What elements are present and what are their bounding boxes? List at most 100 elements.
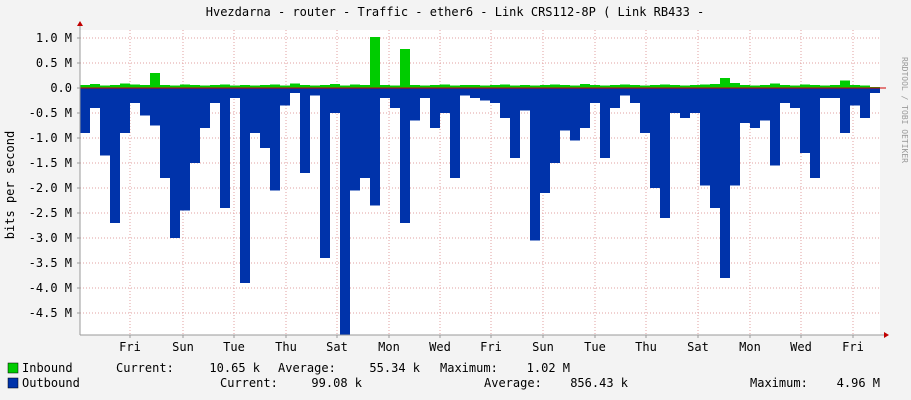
bar <box>510 88 520 158</box>
bar <box>400 88 410 223</box>
bar <box>570 85 580 88</box>
bar <box>170 88 180 238</box>
bar <box>160 85 170 88</box>
legend-stat-label: Maximum: <box>440 361 498 375</box>
y-tick-label: -3.0 M <box>29 231 72 245</box>
bar <box>150 73 160 88</box>
bar <box>110 88 120 223</box>
bar <box>570 88 580 141</box>
bar <box>640 88 650 133</box>
bar <box>580 84 590 88</box>
bar <box>210 88 220 103</box>
x-tick-label: Sat <box>326 340 348 354</box>
y-tick-label: -1.0 M <box>29 131 72 145</box>
x-tick-label: Sun <box>532 340 554 354</box>
bar <box>370 37 380 88</box>
bar <box>330 88 340 113</box>
legend-stat-label: Average: <box>484 376 542 390</box>
bar <box>700 88 710 186</box>
bar <box>180 88 190 211</box>
legend-stat-label: Current: <box>116 361 174 375</box>
x-tick-label: Mon <box>378 340 400 354</box>
bar <box>190 85 200 88</box>
axis-arrow <box>884 332 889 338</box>
bar <box>740 85 750 88</box>
bar <box>240 88 250 283</box>
bar <box>140 88 150 116</box>
x-tick-label: Sun <box>172 340 194 354</box>
bar <box>120 88 130 133</box>
bar <box>860 88 870 118</box>
bar <box>170 85 180 88</box>
bar <box>340 85 350 88</box>
legend-stat-label: Average: <box>278 361 336 375</box>
bar <box>490 88 500 103</box>
bar <box>410 88 420 121</box>
bar <box>540 85 550 88</box>
legend-stat-value: 856.43 k <box>570 376 629 390</box>
bar <box>720 88 730 278</box>
bar <box>500 88 510 118</box>
bar <box>610 85 620 88</box>
bar <box>590 88 600 103</box>
bar <box>320 88 330 258</box>
bar <box>230 88 240 98</box>
bar <box>740 88 750 123</box>
bar <box>200 88 210 128</box>
bar <box>340 88 350 335</box>
bar <box>470 88 480 98</box>
bar <box>680 88 690 118</box>
plot-area <box>80 30 880 335</box>
bar <box>850 88 860 106</box>
x-tick-label: Fri <box>119 340 141 354</box>
bar <box>300 85 310 88</box>
bar <box>440 88 450 113</box>
legend-label: Outbound <box>22 376 80 390</box>
bar <box>530 88 540 241</box>
legend-stat-value: 10.65 k <box>209 361 260 375</box>
bar <box>410 85 420 88</box>
bar <box>680 85 690 88</box>
bar <box>550 88 560 163</box>
legend-stat-value: 55.34 k <box>369 361 420 375</box>
bar <box>140 85 150 88</box>
bar <box>520 88 530 111</box>
bar <box>600 85 610 88</box>
bar <box>860 85 870 88</box>
bar <box>830 85 840 88</box>
bar <box>870 88 880 93</box>
bar <box>850 85 860 88</box>
bar <box>580 88 590 128</box>
bar <box>270 84 280 88</box>
bar <box>100 85 110 88</box>
y-tick-label: 1.0 M <box>36 31 72 45</box>
bar <box>840 88 850 133</box>
bar <box>660 84 670 88</box>
x-tick-label: Wed <box>429 340 451 354</box>
x-tick-label: Tue <box>584 340 606 354</box>
bar <box>310 85 320 88</box>
bar <box>620 88 630 96</box>
bar <box>390 88 400 108</box>
y-tick-label: -0.5 M <box>29 106 72 120</box>
bar <box>450 88 460 178</box>
bar <box>80 85 90 88</box>
x-tick-label: Fri <box>842 340 864 354</box>
x-tick-label: Tue <box>223 340 245 354</box>
legend-swatch <box>7 362 19 374</box>
y-axis-label: bits per second <box>3 131 17 239</box>
bar <box>800 84 810 88</box>
bar <box>780 88 790 103</box>
bar <box>650 85 660 88</box>
bar <box>480 88 490 101</box>
bar <box>200 85 210 88</box>
watermark: RRDTOOL / TOBI OETIKER <box>900 57 909 163</box>
bar <box>620 84 630 88</box>
bar <box>590 85 600 88</box>
bar <box>440 84 450 88</box>
chart-title: Hvezdarna - router - Traffic - ether6 - … <box>206 5 705 19</box>
bar <box>520 85 530 88</box>
bar <box>360 88 370 178</box>
bar <box>280 88 290 106</box>
bar <box>790 85 800 88</box>
